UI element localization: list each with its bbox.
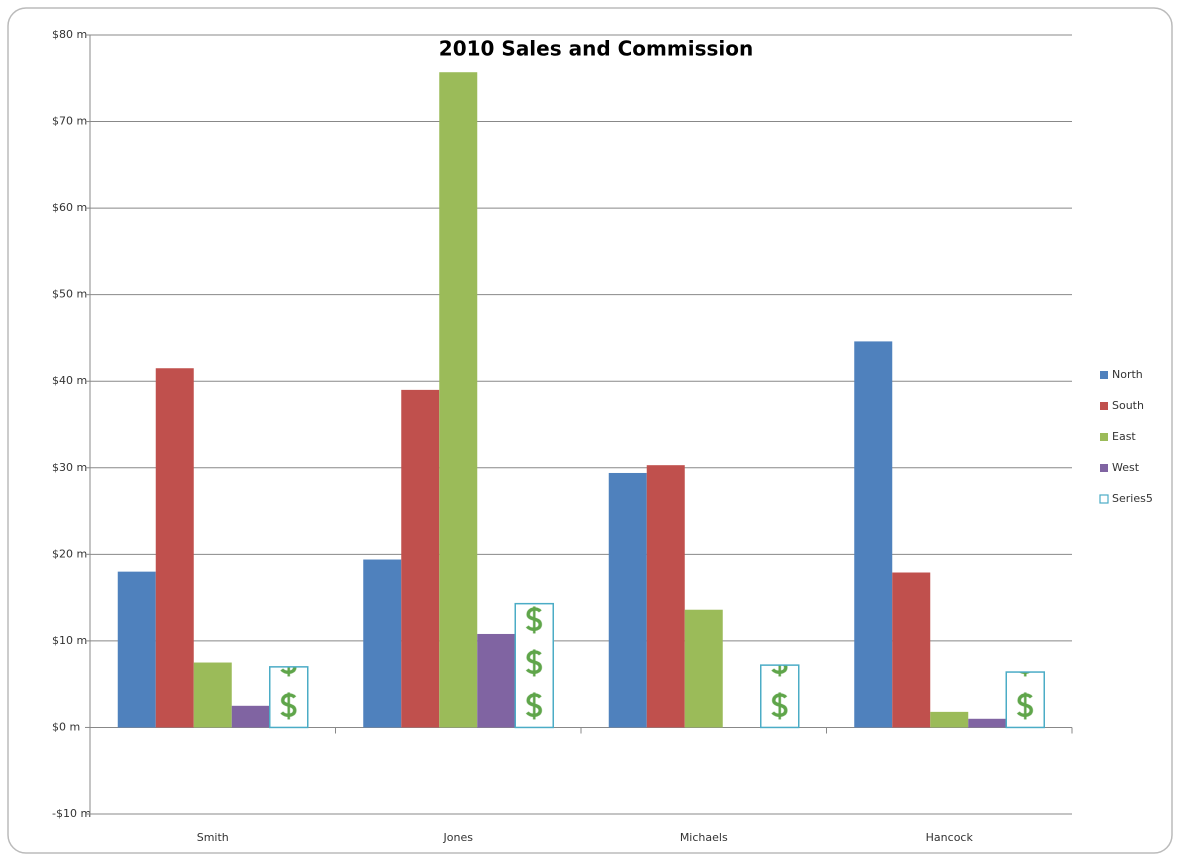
bar xyxy=(269,666,309,729)
bar xyxy=(930,711,969,728)
bar xyxy=(646,465,685,728)
bar xyxy=(608,472,647,728)
y-tick-label: $30 m xyxy=(52,461,87,474)
bar xyxy=(117,571,156,728)
x-tick-label: Michaels xyxy=(680,831,728,844)
legend-swatch xyxy=(1100,402,1108,410)
y-tick-label: $70 m xyxy=(52,115,87,128)
bar xyxy=(514,602,554,729)
bar xyxy=(193,662,232,728)
x-tick-label: Hancock xyxy=(926,831,974,844)
y-tick-label: $20 m xyxy=(52,547,87,560)
legend-label: South xyxy=(1112,399,1144,412)
legend-label: Series5 xyxy=(1112,492,1153,505)
y-tick-label: $80 m xyxy=(52,28,87,41)
legend-label: North xyxy=(1112,368,1143,381)
chart-title: 2010 Sales and Commission xyxy=(439,37,753,61)
y-tick-label: $10 m xyxy=(52,634,87,647)
bar xyxy=(477,633,516,728)
legend-label: East xyxy=(1112,430,1136,443)
x-tick-label: Jones xyxy=(443,831,474,844)
bar xyxy=(968,718,1007,728)
legend-swatch xyxy=(1100,371,1108,379)
legend-swatch xyxy=(1099,494,1109,504)
bar xyxy=(401,389,440,728)
y-tick-label: $40 m xyxy=(52,374,87,387)
bar xyxy=(892,572,931,728)
bar xyxy=(363,559,402,728)
bar xyxy=(760,664,800,729)
legend-swatch xyxy=(1100,464,1108,472)
bar xyxy=(439,72,478,728)
legend-swatch xyxy=(1100,433,1108,441)
bar xyxy=(1005,671,1045,729)
legend-label: West xyxy=(1112,461,1140,474)
y-tick-label: $0 m xyxy=(52,720,80,733)
bar xyxy=(684,609,723,728)
y-tick-label: $50 m xyxy=(52,288,87,301)
y-tick-label: -$10 m xyxy=(52,807,91,820)
bar xyxy=(854,341,893,728)
bar xyxy=(155,368,194,728)
bar xyxy=(231,705,270,728)
x-tick-label: Smith xyxy=(197,831,229,844)
y-tick-label: $60 m xyxy=(52,201,87,214)
